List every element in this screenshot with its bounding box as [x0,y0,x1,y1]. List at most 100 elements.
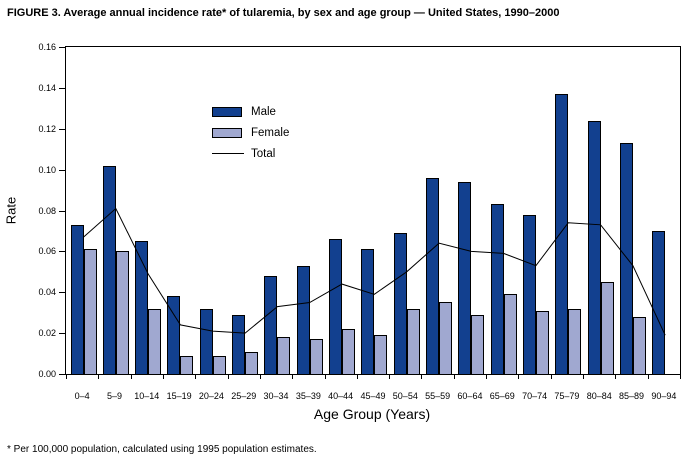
x-tick-label: 5–9 [106,391,122,401]
female-bar-65–69 [503,294,517,374]
y-tick-label: 0.06 [38,246,56,257]
x-tick [453,374,455,379]
y-tick-label: 0.10 [38,164,56,175]
male-bar-30–34 [264,275,278,374]
x-tick-label: 60–64 [457,391,483,401]
female-bar-20–24 [212,355,226,374]
female-bar-40–44 [342,329,356,374]
x-tick-label: 45–49 [360,391,386,401]
x-tick [486,374,488,379]
x-tick [583,374,585,379]
female-bar-10–14 [148,308,162,374]
legend-item-male: Male [212,101,289,122]
x-tick-label: 40–44 [328,391,354,401]
female-bar-30–34 [277,337,291,374]
female-bar-25–29 [245,351,259,374]
x-tick-label: 15–19 [166,391,192,401]
x-tick-label: 30–34 [263,391,289,401]
male-bar-75–79 [555,94,569,374]
y-tick [59,169,65,171]
x-tick [518,374,520,379]
male-bar-90–94 [652,230,666,374]
y-tick [59,251,65,253]
female-bar-35–39 [309,339,323,374]
male-bar-25–29 [232,314,246,374]
female-color-swatch [212,127,242,138]
female-bar-5–9 [115,251,129,374]
x-tick [259,374,261,379]
male-bar-45–49 [361,249,375,374]
y-tick [59,128,65,130]
x-tick-label: 75–79 [554,391,580,401]
x-tick [130,374,132,379]
total-line [83,207,666,336]
x-tick [680,374,681,379]
x-tick-label: 70–74 [522,391,548,401]
female-bar-50–54 [406,308,420,374]
female-bar-75–79 [568,308,582,374]
y-tick-label: 0.04 [38,287,56,298]
legend-label-male: Male [251,105,276,118]
y-tick-label: 0.16 [38,42,56,52]
male-bar-85–89 [619,143,633,374]
x-tick-label: 0–4 [74,391,90,401]
female-bar-15–19 [180,355,194,374]
x-tick [647,374,649,379]
y-tick-label: 0.08 [38,205,56,216]
y-tick [59,210,65,212]
y-tick [59,292,65,294]
male-bar-10–14 [135,241,149,374]
total-line-chart [83,207,666,336]
y-tick-label: 0.02 [38,328,56,339]
x-tick [292,374,294,379]
male-color-swatch [212,106,242,117]
x-tick-label: 50–54 [392,391,418,401]
x-tick [550,374,552,379]
x-tick-label: 55–59 [425,391,451,401]
male-bar-20–24 [199,308,213,374]
y-tick-label: 0.00 [38,369,56,379]
x-tick-label: 65–69 [489,391,515,401]
x-tick [195,374,197,379]
y-tick [59,87,65,89]
y-tick-label: 0.12 [38,123,56,134]
x-tick [227,374,229,379]
legend-item-female: Female [212,122,289,143]
x-tick [98,374,100,379]
y-tick [59,47,65,48]
y-tick [59,374,65,375]
legend-label-total: Total [251,147,276,160]
x-tick-label: 80–84 [586,391,612,401]
total-line-swatch [212,153,244,154]
x-tick [324,374,326,379]
x-tick-label: 10–14 [134,391,160,401]
male-bar-40–44 [329,239,343,374]
plot-area [65,46,681,375]
x-tick [615,374,617,379]
female-bar-45–49 [374,335,388,374]
x-tick-label: 85–89 [619,391,645,401]
male-bar-80–84 [587,120,601,374]
male-bar-55–59 [425,177,439,374]
legend-label-female: Female [251,126,290,139]
legend-item-total: Total [212,143,289,164]
male-bar-65–69 [490,204,504,374]
female-bar-85–89 [632,316,646,374]
male-bar-50–54 [393,232,407,374]
x-tick-label: 20–24 [198,391,224,401]
x-tick [66,374,67,379]
male-bar-0–4 [70,224,84,374]
female-bar-80–84 [600,282,614,374]
female-bar-0–4 [83,249,97,374]
x-tick [356,374,358,379]
y-tick-label: 0.14 [38,82,56,93]
figure-title: FIGURE 3. Average annual incidence rate*… [7,7,560,19]
x-tick [389,374,391,379]
x-axis-title: Age Group (Years) [313,406,431,422]
x-tick [421,374,423,379]
female-bar-70–74 [535,310,549,374]
male-bar-35–39 [296,265,310,374]
y-tick [59,333,65,335]
male-bar-70–74 [522,214,536,374]
